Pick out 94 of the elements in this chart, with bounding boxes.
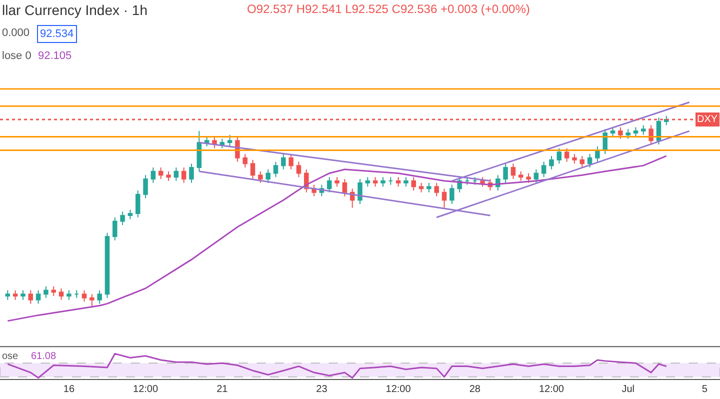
candlestick (388, 176, 394, 186)
candlestick (426, 182, 432, 193)
candlestick (150, 166, 156, 184)
candlestick (166, 170, 171, 182)
candlestick (136, 190, 140, 218)
candlestick (526, 172, 531, 184)
candlestick (227, 134, 232, 147)
x-tick-label: 16 (63, 384, 75, 396)
annotation: 61.08 (31, 351, 56, 362)
x-tick-label: 12:00 (386, 384, 412, 396)
x-tick-label: 23 (316, 384, 328, 396)
candlestick (510, 163, 516, 180)
candlestick (281, 154, 286, 170)
candlestick (503, 163, 508, 184)
candlestick (66, 290, 72, 300)
x-tick-label: 28 (469, 384, 481, 396)
chart-title: llar Currency Index · 1h (2, 2, 148, 18)
text: 92.105 (38, 50, 72, 62)
candlestick (258, 170, 263, 184)
candlestick (288, 154, 294, 170)
text: 92.534 (40, 28, 74, 40)
candlestick (204, 136, 210, 147)
candlestick (418, 182, 424, 193)
candlestick (28, 290, 34, 304)
annotation: ose (2, 351, 19, 362)
candlestick (549, 155, 554, 170)
ref-line-label: DXY (697, 114, 718, 125)
candlestick (266, 168, 270, 184)
candlestick (74, 290, 79, 298)
candlestick (534, 168, 539, 184)
candlestick (174, 166, 179, 182)
candlestick (518, 170, 524, 182)
candlestick (334, 176, 340, 188)
candlestick (220, 138, 224, 149)
x-tick-label: 12:00 (133, 384, 158, 396)
candlestick (380, 176, 386, 188)
candlestick (112, 216, 118, 241)
candlestick (372, 176, 378, 188)
candlestick (472, 176, 478, 186)
candlestick (541, 161, 546, 178)
x-tick-label: 5 (702, 384, 708, 396)
x-tick-label: 21 (216, 384, 228, 396)
candlestick (587, 154, 592, 168)
candlestick (434, 182, 439, 197)
text: 0.000 (2, 27, 30, 39)
candlestick (36, 290, 41, 304)
candlestick (626, 128, 630, 140)
candlestick (326, 176, 332, 193)
candlestick (273, 161, 278, 178)
candlestick (602, 128, 608, 155)
x-tick-label: Jul (622, 384, 634, 396)
text: O92.537 H92.541 L92.525 C92.536 +0.003 (+0.00%) (247, 2, 530, 16)
candlestick (51, 286, 56, 297)
candlestick (365, 176, 370, 188)
candlestick (90, 294, 94, 308)
candlestick (242, 154, 248, 168)
candlestick (464, 176, 470, 186)
candlestick (97, 290, 102, 304)
candlestick (158, 166, 164, 180)
candlestick (396, 176, 401, 188)
text: lose 0 (2, 50, 32, 62)
candlestick (5, 290, 10, 300)
candlestick (450, 184, 454, 204)
candlestick (641, 124, 646, 136)
candlestick (342, 178, 348, 197)
candlestick (411, 176, 416, 192)
candlestick (480, 176, 485, 188)
candlestick (358, 178, 362, 204)
candlestick (296, 161, 302, 178)
candlestick (196, 130, 202, 172)
candlestick (580, 155, 584, 168)
candlestick (564, 148, 570, 162)
candlestick (20, 290, 26, 300)
candlestick (189, 163, 194, 184)
candlestick (404, 176, 408, 188)
candlestick (633, 126, 638, 138)
candlestick (120, 211, 125, 226)
candlestick (572, 154, 577, 164)
candlestick (556, 148, 562, 164)
candlestick (82, 290, 87, 302)
candlestick (610, 126, 616, 138)
candlestick (104, 232, 110, 298)
candlestick (442, 188, 447, 208)
candlestick (143, 174, 148, 199)
candlestick (618, 126, 623, 140)
candlestick (12, 290, 18, 300)
candlestick (58, 288, 64, 300)
candlestick (648, 124, 654, 145)
candlestick (44, 286, 48, 298)
candlestick (128, 209, 133, 220)
candlestick (250, 159, 256, 180)
candlestick (181, 166, 186, 184)
x-tick-label: 12:00 (538, 384, 564, 396)
candlestick (595, 146, 600, 162)
